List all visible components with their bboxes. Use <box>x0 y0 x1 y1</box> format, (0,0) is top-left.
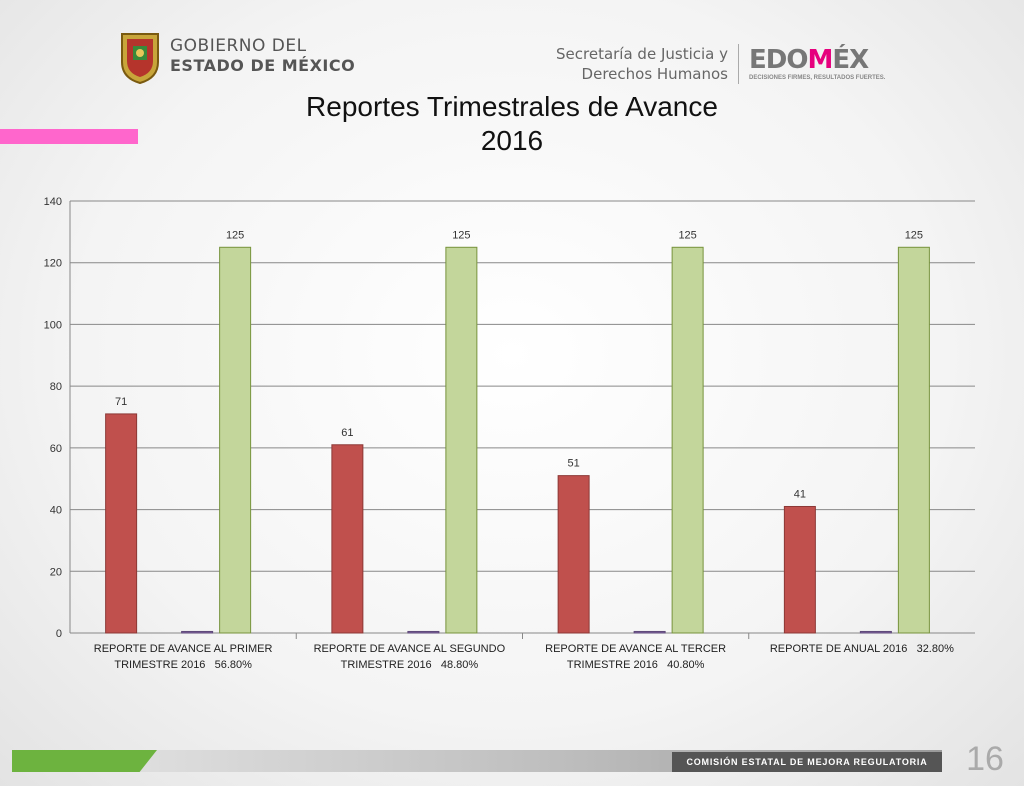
bar <box>783 505 816 634</box>
brand-tagline: DECISIONES FIRMES, RESULTADOS FUERTES. <box>749 75 886 81</box>
bar <box>633 630 666 634</box>
category-label: REPORTE DE ANUAL 2016 32.80% <box>770 643 954 655</box>
gov-logo: GOBIERNO DEL ESTADO DE MÉXICO <box>118 28 355 84</box>
y-tick-label: 0 <box>56 628 62 640</box>
category-label: TRIMESTRE 2016 40.80% <box>567 659 705 671</box>
data-label: 61 <box>341 427 353 439</box>
category-label: TRIMESTRE 2016 48.80% <box>341 659 479 671</box>
edomex-logo: EDOMÉX DECISIONES FIRMES, RESULTADOS FUE… <box>749 47 885 81</box>
category-label: REPORTE DE AVANCE AL TERCER <box>545 643 726 655</box>
data-label: 51 <box>568 458 580 470</box>
data-label: 125 <box>226 229 244 241</box>
page-number: 16 <box>966 740 1004 778</box>
chart-title: Reportes Trimestrales de Avance 2016 <box>0 90 1024 158</box>
y-tick-label: 100 <box>44 319 62 331</box>
bar <box>181 630 214 634</box>
y-tick-label: 140 <box>44 196 62 208</box>
bar <box>219 246 252 634</box>
data-label: 71 <box>115 396 127 408</box>
gov-name-line1: GOBIERNO DEL <box>170 36 307 56</box>
data-label: 125 <box>678 229 696 241</box>
footer-green-accent <box>12 750 157 772</box>
bar <box>445 246 478 634</box>
y-tick-label: 20 <box>50 566 62 578</box>
y-tick-label: 40 <box>50 505 62 517</box>
bar <box>859 630 892 634</box>
brand-part3: ÉX <box>832 45 869 75</box>
gov-name-line2: ESTADO DE MÉXICO <box>170 56 356 75</box>
chart-title-line1: Reportes Trimestrales de Avance <box>306 91 718 122</box>
pink-accent-bar <box>0 129 138 144</box>
category-label: REPORTE DE AVANCE AL PRIMER <box>94 643 273 655</box>
y-tick-label: 80 <box>50 381 62 393</box>
footer-label-bg <box>672 752 942 772</box>
category-label: TRIMESTRE 2016 56.80% <box>114 659 252 671</box>
chart-title-line2: 2016 <box>480 125 544 156</box>
brand-part2: M <box>807 45 833 75</box>
category-label: REPORTE DE AVANCE AL SEGUNDO <box>314 643 506 655</box>
data-label: 41 <box>794 488 806 500</box>
bar <box>897 246 930 634</box>
data-label: 125 <box>452 229 470 241</box>
bar-chart: 0 20 40 60 80 100 120 140 71 125 REPORTE DE AVANCE… <box>44 196 975 671</box>
y-tick-label: 120 <box>44 258 62 270</box>
bar <box>671 246 704 634</box>
bar <box>407 630 440 634</box>
bar <box>331 444 364 634</box>
brand-part1: EDO <box>749 45 808 75</box>
footer-commission-label: COMISIÓN ESTATAL DE MEJORA REGULATORIA <box>686 757 928 767</box>
data-label: 125 <box>905 229 923 241</box>
bar <box>557 475 590 634</box>
secretaria-logo: Secretaría de Justicia y Derechos Humano… <box>556 44 885 84</box>
y-tick-label: 60 <box>50 443 62 455</box>
secretaria-line2: Derechos Humanos <box>581 65 728 83</box>
coat-of-arms-icon <box>121 33 159 84</box>
secretaria-line1: Secretaría de Justicia y <box>556 45 728 63</box>
bar <box>105 413 138 634</box>
